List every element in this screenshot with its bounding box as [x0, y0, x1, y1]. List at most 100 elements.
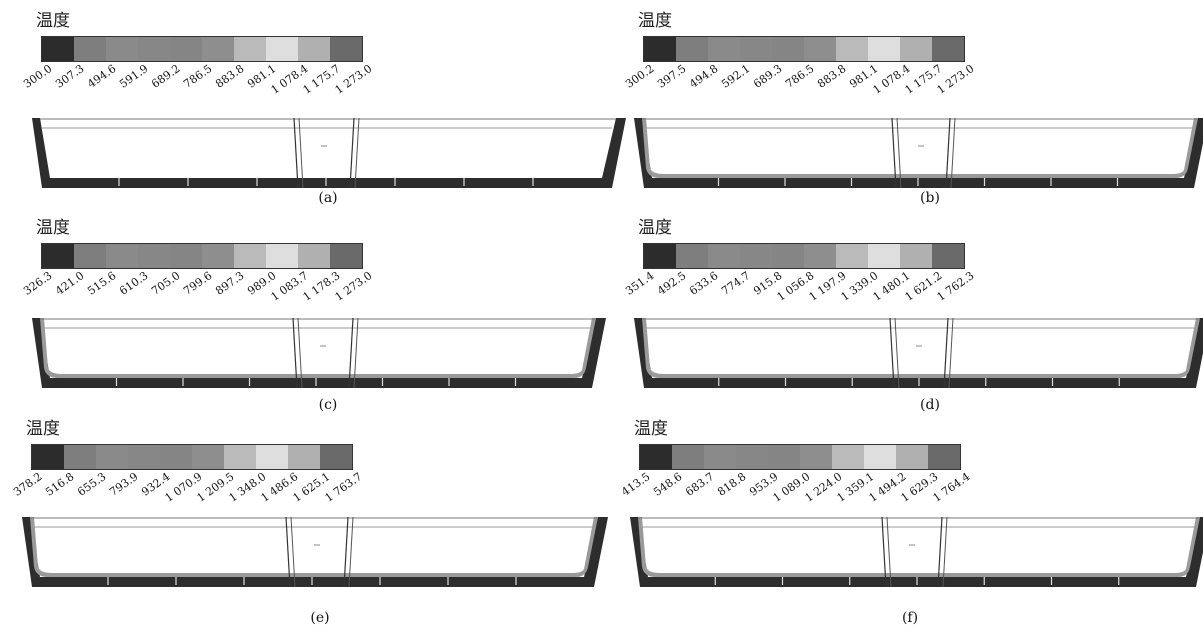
tick-label: 592.1 [719, 62, 753, 91]
color-segment [106, 244, 138, 268]
color-segment [772, 37, 804, 61]
color-segment [96, 445, 128, 469]
color-segment [202, 244, 234, 268]
color-segment [928, 445, 960, 469]
color-segment [234, 37, 266, 61]
color-bar [639, 444, 961, 470]
panel-caption: (b) [920, 190, 940, 206]
color-segment [288, 445, 320, 469]
color-segment [736, 445, 768, 469]
color-segment [676, 37, 708, 61]
color-segment [740, 37, 772, 61]
color-segment [836, 37, 868, 61]
color-segment [224, 445, 256, 469]
tick-label: 786.5 [181, 62, 215, 91]
shell-outer [634, 318, 1203, 388]
shell-outer [22, 517, 608, 587]
panel-caption: (a) [318, 190, 338, 206]
color-segment [192, 445, 224, 469]
color-segment [932, 244, 964, 268]
tick-label: 494.8 [687, 62, 721, 91]
panel-e: 温度 378.2 516.8 655.3 793.9 932.4 1 070.9 1 209… [11, 408, 619, 626]
cross-section [630, 517, 1203, 588]
shell-outer [634, 118, 1203, 188]
shell-lining [40, 318, 596, 378]
tick-label: 515.6 [85, 269, 119, 298]
tick-label: 897.3 [213, 269, 247, 298]
color-segment [868, 37, 900, 61]
tick-label: 421.0 [53, 269, 87, 298]
color-segment [900, 244, 932, 268]
shell-outer [32, 118, 626, 188]
panel-caption: (c) [318, 397, 338, 413]
legend-title: 温度 [634, 419, 668, 439]
tick-label: 516.8 [43, 470, 77, 499]
shell-lining [642, 118, 1198, 178]
color-bar [41, 36, 363, 62]
shell-lining [638, 517, 1200, 577]
color-segment [772, 244, 804, 268]
color-segment [804, 37, 836, 61]
legend-title: 温度 [638, 218, 672, 238]
cross-section [32, 318, 606, 389]
color-segment [672, 445, 704, 469]
tick-label: 683.7 [683, 470, 717, 499]
tick-label: 378.2 [11, 470, 45, 499]
color-segment [740, 244, 772, 268]
panel-b: 温度 300.2 397.5 494.8 592.1 689.3 786.5 883.8 98… [623, 0, 1203, 210]
tick-label: 818.8 [715, 470, 749, 499]
color-bar [31, 444, 353, 470]
tick-label: 883.8 [213, 62, 247, 91]
tick-label: 774.7 [719, 269, 753, 298]
color-segment [704, 445, 736, 469]
color-segment [644, 37, 676, 61]
shell-outer [32, 318, 606, 388]
panel-f: 温度 413.5 548.6 683.7 818.8 953.9 1 089.0 1 224… [619, 408, 1203, 626]
tick-label: 793.9 [107, 470, 141, 499]
color-segment [32, 445, 64, 469]
color-segment [138, 37, 170, 61]
tick-label: 300.0 [21, 62, 55, 91]
color-segment [74, 37, 106, 61]
color-segment [932, 37, 964, 61]
shell-lining [642, 318, 1200, 378]
cross-section [32, 118, 626, 189]
color-segment [256, 445, 288, 469]
panel-caption: (f) [901, 610, 919, 626]
shell-lining [30, 517, 598, 577]
color-segment [170, 244, 202, 268]
tick-label: 633.6 [687, 269, 721, 298]
panel-c: 温度 326.3 421.0 515.6 610.3 705.0 799.6 897.3 98… [21, 207, 629, 417]
color-segment [234, 244, 266, 268]
cross-section [634, 318, 1203, 389]
color-segment [804, 244, 836, 268]
color-segment [708, 244, 740, 268]
tick-label: 689.3 [751, 62, 785, 91]
panel-d: 温度 351.4 492.5 633.6 774.7 915.8 1 056.8 1 197… [623, 207, 1203, 417]
color-segment [106, 37, 138, 61]
color-bar [41, 243, 363, 269]
tick-label: 494.6 [85, 62, 119, 91]
color-segment [298, 244, 330, 268]
tick-label: 397.5 [655, 62, 689, 91]
panel-caption: (d) [920, 397, 940, 413]
color-segment [64, 445, 96, 469]
tick-label: 326.3 [21, 269, 55, 298]
color-segment [298, 37, 330, 61]
tick-label: 492.5 [655, 269, 689, 298]
color-segment [138, 244, 170, 268]
color-segment [708, 37, 740, 61]
color-segment [640, 445, 672, 469]
color-bar [643, 243, 965, 269]
color-segment [170, 37, 202, 61]
color-bar [643, 36, 965, 62]
color-segment [864, 445, 896, 469]
color-segment [768, 445, 800, 469]
cross-section [634, 118, 1203, 189]
tick-label: 655.3 [75, 470, 109, 499]
tick-label: 548.6 [651, 470, 685, 499]
shell-outer [630, 517, 1203, 587]
color-segment [128, 445, 160, 469]
tick-label: 705.0 [149, 269, 183, 298]
